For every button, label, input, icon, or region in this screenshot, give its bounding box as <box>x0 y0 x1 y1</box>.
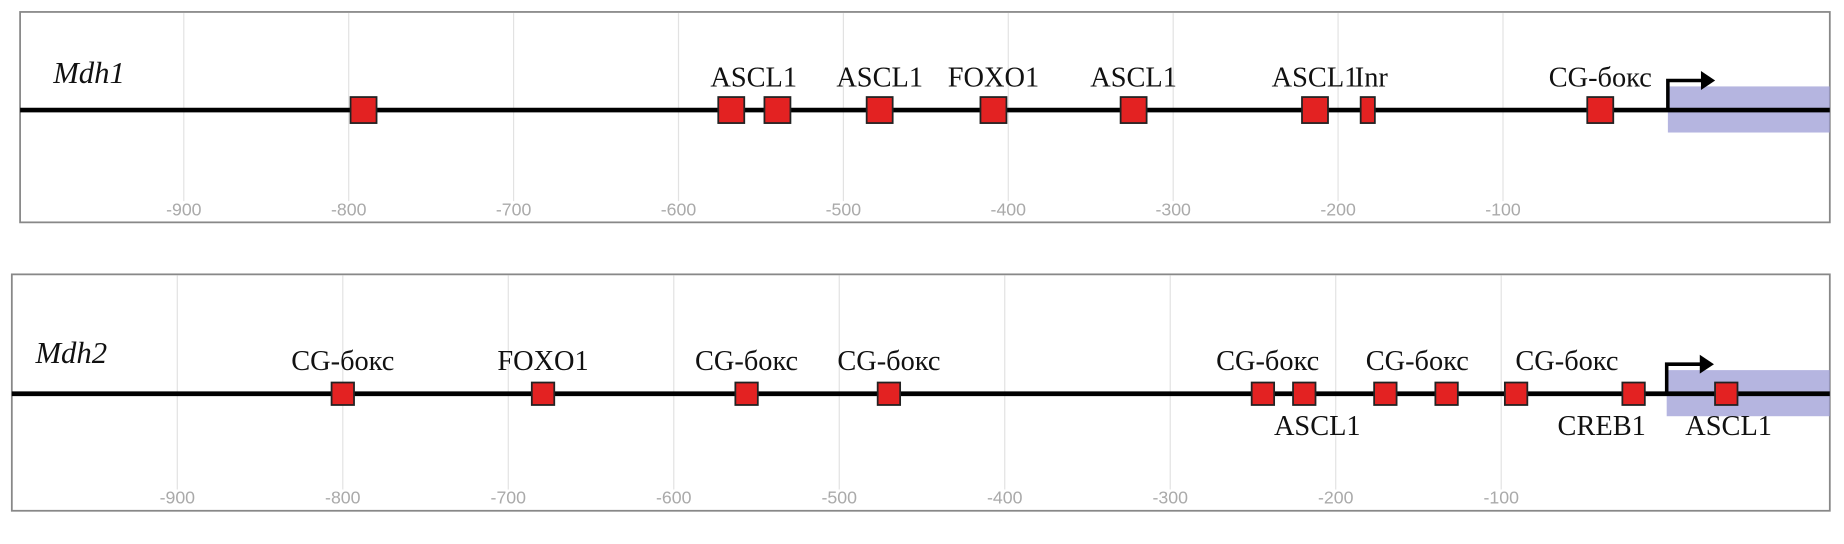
binding-site <box>763 96 792 124</box>
site-label: CG-бокс <box>837 346 940 377</box>
binding-site <box>1434 381 1459 406</box>
gene-name: Mdh2 <box>34 336 107 370</box>
site-label: FOXO1 <box>948 62 1039 93</box>
tick-label: -300 <box>1152 488 1188 508</box>
binding-site <box>1359 96 1376 124</box>
binding-site <box>1714 381 1739 406</box>
tss-arrowhead <box>1699 354 1714 374</box>
tick-label: -100 <box>1483 488 1519 508</box>
binding-site <box>1301 96 1329 124</box>
tick-label: -100 <box>1485 199 1521 219</box>
panel-frame <box>19 11 1831 224</box>
tick-label: -300 <box>1155 199 1191 219</box>
binding-site <box>717 96 746 124</box>
tick-label: -400 <box>991 199 1027 219</box>
tick-label: -500 <box>826 199 862 219</box>
site-label: Inr <box>1355 62 1389 93</box>
site-label: CG-бокс <box>1366 346 1469 377</box>
site-label: CG-бокс <box>291 346 394 377</box>
binding-site <box>1250 381 1276 406</box>
tss-arrow <box>1666 78 1704 111</box>
binding-site <box>330 381 355 406</box>
binding-site <box>1119 96 1148 124</box>
tick-label: -700 <box>491 488 527 508</box>
binding-site <box>349 96 378 124</box>
binding-site <box>734 381 759 406</box>
site-label: ASCL1 <box>1274 411 1361 442</box>
site-label: ASCL1 <box>710 62 797 93</box>
site-label: CG-бокс <box>1216 346 1319 377</box>
binding-site <box>865 96 894 124</box>
tss-arrowhead <box>1700 71 1716 90</box>
tick-label: -900 <box>166 199 202 219</box>
tick-label: -800 <box>331 199 367 219</box>
tick-label: -900 <box>160 488 196 508</box>
tick-label: -800 <box>325 488 361 508</box>
binding-site <box>1292 381 1317 406</box>
tss-arrow <box>1664 362 1703 394</box>
binding-site <box>876 381 902 406</box>
site-label: CG-бокс <box>695 346 798 377</box>
site-label: ASCL1 <box>836 62 923 93</box>
site-label: FOXO1 <box>497 346 588 377</box>
site-label: CG-бокс <box>1549 62 1652 93</box>
binding-site <box>1586 96 1615 124</box>
site-label: CG-бокс <box>1515 346 1618 377</box>
tick-label: -600 <box>661 199 697 219</box>
gene-name: Mdh1 <box>52 56 125 90</box>
tick-label: -600 <box>656 488 692 508</box>
binding-site <box>1621 381 1646 406</box>
site-label: ASCL1 <box>1272 62 1359 93</box>
tick-label: -200 <box>1318 488 1354 508</box>
tick-label: -200 <box>1320 199 1356 219</box>
site-label: CREB1 <box>1558 411 1646 442</box>
site-label: ASCL1 <box>1685 411 1772 442</box>
binding-site <box>1503 381 1529 406</box>
tick-label: -700 <box>496 199 532 219</box>
binding-site <box>530 381 556 406</box>
tick-label: -500 <box>822 488 858 508</box>
site-label: ASCL1 <box>1090 62 1177 93</box>
binding-site <box>1373 381 1398 406</box>
binding-site <box>979 96 1008 124</box>
tick-label: -400 <box>987 488 1023 508</box>
